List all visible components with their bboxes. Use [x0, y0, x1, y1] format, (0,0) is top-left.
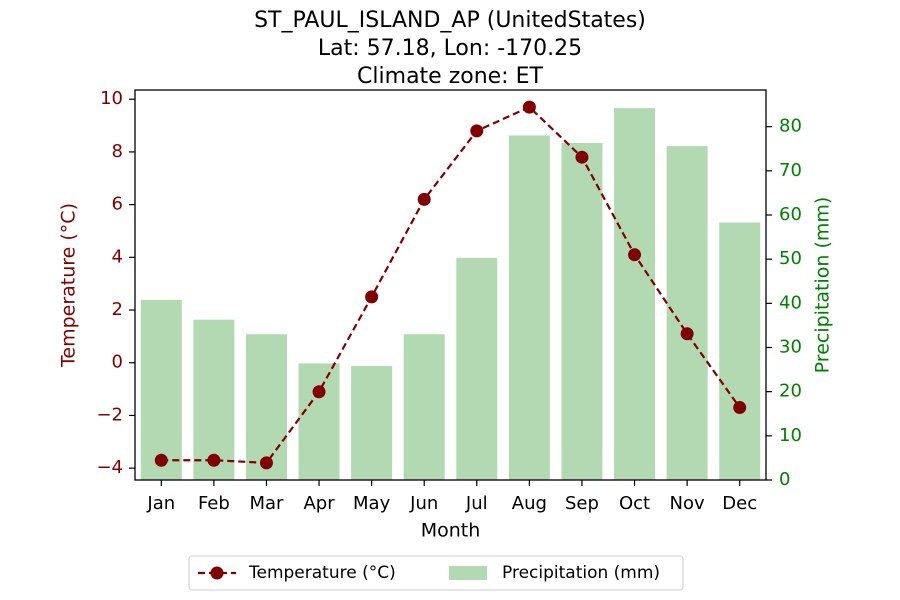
right-y-axis: 0 10 20 30 40 50 60 70 80	[766, 116, 802, 490]
temperature-point	[628, 248, 642, 262]
x-tick-label: Oct	[619, 493, 650, 514]
precipitation-bar	[561, 143, 603, 480]
x-tick-label: Nov	[670, 493, 705, 514]
legend-precipitation-swatch	[449, 566, 487, 580]
x-tick-label: Aug	[512, 493, 547, 514]
right-y-tick-label: 0	[779, 469, 790, 490]
x-tick-label: Sep	[565, 493, 599, 514]
chart-title-line: Lat: 57.18, Lon: -170.25	[318, 36, 582, 61]
left-y-tick-label: 10	[100, 88, 123, 109]
plot-border	[134, 89, 767, 481]
precipitation-bar	[245, 334, 287, 480]
left-y-tick-label: 6	[112, 194, 123, 215]
chart-title: ST_PAUL_ISLAND_AP (UnitedStates) Lat: 57.…	[254, 8, 646, 89]
legend-temperature-marker	[210, 566, 224, 580]
legend: Temperature (°C) Precipitation (mm)	[188, 555, 684, 591]
x-tick-label: Jan	[146, 493, 175, 514]
right-y-tick-label: 70	[779, 160, 802, 181]
temperature-point	[733, 401, 747, 415]
precipitation-bar	[719, 222, 761, 480]
precipitation-bar	[140, 299, 182, 480]
x-tick-label: Jun	[409, 493, 438, 514]
left-y-tick-label: 8	[112, 141, 123, 162]
temperature-point	[365, 290, 379, 304]
left-y-axis: −4 −2 0 2 4 6 8 10	[96, 88, 135, 478]
temperature-point	[417, 192, 431, 206]
x-tick-label: Apr	[303, 493, 335, 514]
right-y-tick-label: 10	[779, 425, 802, 446]
temperature-point	[470, 124, 484, 138]
temperature-line	[154, 100, 747, 470]
precipitation-bar	[351, 366, 393, 480]
temperature-point	[522, 100, 536, 114]
precipitation-bar	[666, 146, 708, 480]
right-y-tick-label: 50	[779, 248, 802, 269]
precipitation-bar	[456, 257, 498, 480]
left-y-tick-label: 2	[112, 299, 123, 320]
chart-title-line: ST_PAUL_ISLAND_AP (UnitedStates)	[254, 8, 646, 33]
left-y-axis-label: Temperature (°C)	[58, 203, 80, 368]
temperature-series-line	[161, 105, 741, 464]
precipitation-bar	[403, 334, 445, 480]
precipitation-bar	[508, 135, 550, 480]
precipitation-bar	[193, 319, 235, 480]
right-y-tick-label: 40	[779, 292, 802, 313]
x-tick-label: Jul	[465, 493, 488, 514]
right-y-tick-label: 30	[779, 336, 802, 357]
precipitation-bars	[140, 108, 761, 481]
x-axis-label: Month	[421, 520, 481, 542]
x-tick-label: Mar	[249, 493, 284, 514]
left-y-tick-label: 4	[112, 246, 123, 267]
temperature-point	[207, 453, 221, 467]
temperature-point	[680, 327, 694, 341]
left-y-tick-label: −4	[96, 457, 123, 478]
x-tick-label: Dec	[722, 493, 757, 514]
temperature-point	[154, 453, 168, 467]
legend-precipitation-label: Precipitation (mm)	[502, 563, 660, 583]
right-y-axis-label: Precipitation (mm)	[812, 197, 834, 374]
left-y-tick-label: 0	[112, 352, 123, 373]
temperature-point	[259, 456, 273, 470]
right-y-tick-label: 60	[779, 204, 802, 225]
x-tick-label: May	[353, 493, 391, 514]
temperature-point	[312, 385, 326, 399]
temperature-point	[575, 150, 589, 164]
precipitation-bar	[298, 363, 340, 480]
left-y-tick-label: −2	[96, 404, 123, 425]
right-y-tick-label: 80	[779, 116, 802, 137]
x-tick-label: Feb	[198, 493, 230, 514]
right-y-tick-label: 20	[779, 381, 802, 402]
legend-box	[188, 555, 684, 591]
chart-title-line: Climate zone: ET	[357, 64, 543, 89]
plot-frame	[134, 89, 767, 481]
axis-labels: Month Temperature (°C) Precipitation (mm)	[58, 197, 834, 542]
precipitation-bar	[614, 108, 656, 481]
x-axis: Jan Feb Mar Apr May Jun Jul Aug Sep Oct Nov Dec	[146, 480, 757, 514]
legend-temperature-label: Temperature (°C)	[248, 563, 396, 583]
